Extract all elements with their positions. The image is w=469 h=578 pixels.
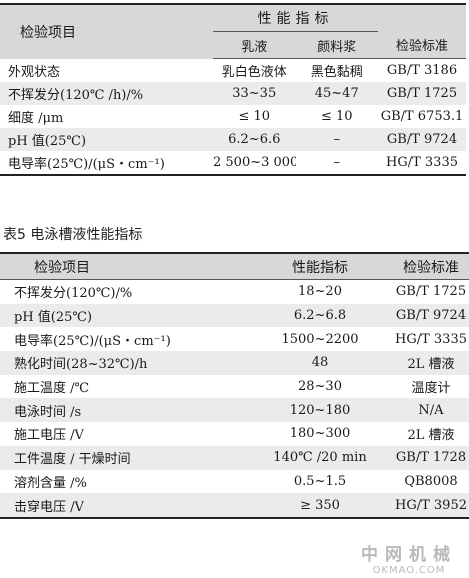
row-value: 1500~2200 (281, 331, 359, 347)
table-row: 工件温度 / 干燥时间 140℃ /20 min GB/T 1728 (0, 445, 469, 470)
row-paste: ≤ 10 (320, 109, 353, 124)
table-row: 击穿电压 /V ≥ 350 HG/T 3952 (0, 493, 469, 519)
header-standard: 检验标准 (376, 253, 469, 280)
table-row: 熟化时间(28~32℃)/h 48 2L 槽液 (0, 351, 469, 375)
row-value: 140℃ /20 min (264, 445, 376, 470)
row-value: 28~30 (298, 379, 342, 395)
row-value: 48 (264, 351, 376, 375)
row-emulsion: 33~35 (213, 82, 296, 105)
row-standard: GB/T 1725 (395, 284, 467, 300)
row-item: 不挥发分(120℃ /h)/% (0, 82, 213, 105)
row-item: 电导率(25℃)/(μS・cm⁻¹) (0, 151, 213, 176)
row-paste: 45~47 (295, 82, 378, 105)
table-row: 外观状态 乳白色液体 黑色黏稠 GB/T 3186 (0, 59, 466, 83)
row-standard: GB/T 3186 (386, 63, 458, 78)
row-item: 电导率(25℃)/(μS・cm⁻¹) (14, 333, 171, 349)
row-standard: GB/T 1728 (376, 445, 469, 470)
row-item: 熟化时间(28~32℃)/h (0, 351, 264, 375)
row-standard: 温度计 (411, 381, 451, 397)
row-item: 不挥发分(120℃)/% (14, 286, 133, 302)
table-row: 电泳时间 /s 120~180 N/A (0, 398, 469, 423)
header-emulsion: 乳液 (213, 31, 296, 59)
row-item: 电泳时间 /s (0, 398, 264, 423)
table-row: 电导率(25℃)/(μS・cm⁻¹) 1500~2200 HG/T 3335 (0, 327, 469, 351)
watermark-cn: 中网机械 (361, 545, 457, 565)
row-emulsion: 乳白色液体 (221, 65, 287, 80)
table-row: 施工温度 /℃ 28~30 温度计 (0, 375, 469, 399)
row-paste: 黑色黏稠 (310, 65, 363, 80)
row-standard: HG/T 3335 (378, 151, 466, 176)
row-value: 18~20 (298, 284, 342, 300)
header-performance: 性能指标 (264, 253, 376, 280)
row-standard: 2L 槽液 (407, 428, 455, 444)
row-standard: GB/T 9724 (376, 303, 469, 328)
table-row: 溶剂含量 /% 0.5~1.5 QB8008 (0, 470, 469, 494)
row-item: pH 值(25℃) (0, 128, 213, 151)
table-row: 不挥发分(120℃)/% 18~20 GB/T 1725 (0, 280, 469, 304)
table-row: 电导率(25℃)/(μS・cm⁻¹) 2 500~3 000 – HG/T 33… (0, 151, 466, 176)
row-emulsion: 2 500~3 000 (213, 151, 296, 176)
row-item: 细度 /μm (8, 111, 64, 126)
row-standard: GB/T 9724 (378, 128, 466, 151)
row-standard: GB/T 6753.1 (380, 109, 464, 124)
row-standard: N/A (376, 398, 469, 423)
row-standard: QB8008 (404, 473, 458, 489)
row-item: 工件温度 / 干燥时间 (0, 445, 264, 470)
header-standard: 检验标准 (378, 31, 466, 59)
header-pigment-paste: 颜料浆 (295, 31, 378, 59)
row-standard: 2L 槽液 (376, 351, 469, 375)
row-value: ≥ 350 (264, 493, 376, 519)
row-value: 180~300 (289, 426, 351, 442)
row-standard: GB/T 1725 (378, 82, 466, 105)
table-1-header-row: 检验项目 性能指标 (0, 4, 466, 59)
row-emulsion: 6.2~6.6 (213, 128, 296, 151)
header-item: 检验项目 (0, 4, 213, 59)
row-value: 0.5~1.5 (293, 473, 347, 489)
header-blank (378, 4, 466, 32)
table-caption: 表5 电泳槽液性能指标 (3, 227, 143, 243)
row-item: pH 值(25℃) (0, 303, 264, 328)
row-item: 击穿电压 /V (0, 493, 264, 519)
table-row: 细度 /μm ≤ 10 ≤ 10 GB/T 6753.1 (0, 105, 466, 128)
row-standard: HG/T 3952 (376, 493, 469, 519)
row-value: 120~180 (264, 398, 376, 423)
header-performance: 性能指标 (213, 4, 378, 32)
header-item: 检验项目 (0, 253, 264, 280)
row-emulsion: ≤ 10 (238, 109, 271, 124)
table-row: 施工电压 /V 180~300 2L 槽液 (0, 422, 469, 446)
row-value: 6.2~6.8 (264, 303, 376, 328)
row-paste: – (295, 151, 378, 176)
row-item: 外观状态 (8, 64, 61, 80)
watermark-en: OKMAO.COM (372, 565, 446, 576)
table-2-header-row: 检验项目 性能指标 检验标准 (0, 253, 469, 280)
table-1: 检验项目 性能指标 乳液 颜料浆 检验标准 外观状态 乳白色液体 黑色黏稠 GB… (0, 3, 466, 176)
table-row: 不挥发分(120℃ /h)/% 33~35 45~47 GB/T 1725 (0, 82, 466, 105)
row-standard: HG/T 3335 (395, 331, 467, 347)
row-paste: – (295, 128, 378, 151)
watermark: 中网机械 OKMAO.COM (361, 540, 457, 576)
table-row: pH 值(25℃) 6.2~6.6 – GB/T 9724 (0, 128, 466, 151)
table-1-subheader-row: 乳液 颜料浆 检验标准 (0, 31, 466, 59)
row-item: 施工电压 /V (14, 428, 84, 444)
row-item: 溶剂含量 /% (14, 475, 87, 491)
table-row: pH 值(25℃) 6.2~6.8 GB/T 9724 (0, 303, 469, 328)
table-2: 检验项目 性能指标 检验标准 不挥发分(120℃)/% 18~20 GB/T 1… (0, 252, 469, 519)
row-item: 施工温度 /℃ (14, 381, 90, 397)
